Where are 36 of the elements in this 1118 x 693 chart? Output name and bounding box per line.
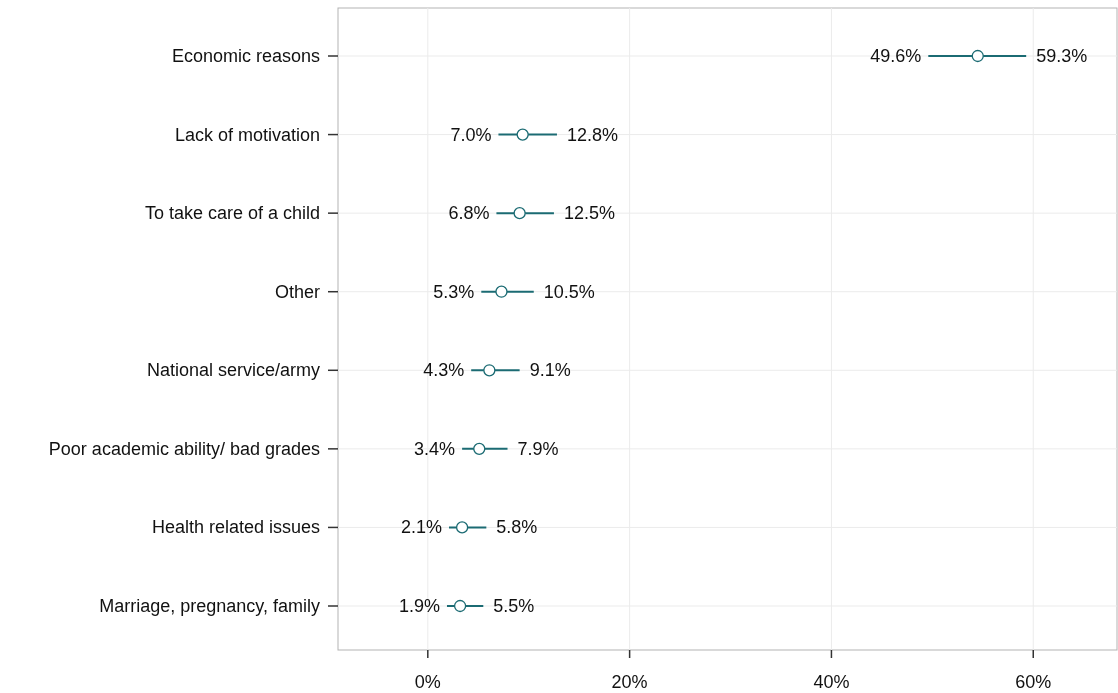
- point: [513, 206, 526, 220]
- point: [495, 285, 508, 298]
- y-tick-label: Poor academic ability/ bad grades: [48, 438, 320, 459]
- annotation: 7.0%: [450, 124, 492, 145]
- annotation: 7.9%: [517, 438, 559, 459]
- x-tick-label: 40%: [813, 672, 850, 692]
- annotation: 5.5%: [493, 596, 535, 616]
- x-tick-label: 20%: [611, 672, 648, 692]
- y-tick-label: National service/army: [146, 360, 320, 381]
- point: [455, 521, 469, 534]
- annotation: 1.9%: [398, 596, 440, 616]
- y-tick-label: Lack of motivation: [174, 124, 320, 145]
- y-tick-label: Health related issues: [151, 517, 320, 538]
- annotation: 49.6%: [870, 46, 922, 66]
- annotation: 5.8%: [496, 517, 538, 538]
- point: [971, 49, 984, 63]
- annotation: 3.4%: [414, 438, 456, 459]
- annotation: 59.3%: [1036, 46, 1088, 66]
- x-tick-label: 60%: [1015, 672, 1052, 692]
- x-tick-label: 0%: [414, 672, 441, 692]
- y-tick-label: To take care of a child: [144, 203, 320, 224]
- annotation: 9.1%: [529, 360, 571, 381]
- point: [483, 364, 496, 377]
- point: [516, 128, 529, 141]
- point: [473, 442, 486, 456]
- annotation: 12.5%: [563, 203, 615, 224]
- annotation: 5.3%: [433, 281, 475, 302]
- annotation: 6.8%: [448, 203, 490, 224]
- annotation: 2.1%: [400, 517, 442, 538]
- annotation: 12.8%: [566, 124, 619, 145]
- point: [453, 599, 467, 613]
- y-tick-label: Other: [274, 281, 320, 302]
- annotation: 10.5%: [543, 281, 595, 302]
- annotation: 4.3%: [423, 360, 465, 381]
- y-tick-label: Economic reasons: [171, 46, 320, 66]
- y-tick-label: Marriage, pregnancy, family: [99, 596, 320, 616]
